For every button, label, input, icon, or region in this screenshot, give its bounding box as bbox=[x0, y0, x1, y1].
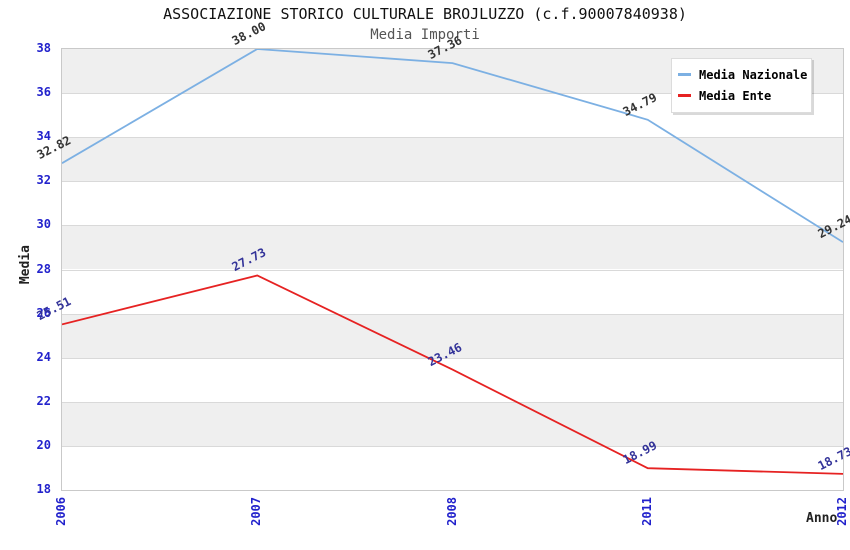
legend-line-icon bbox=[678, 73, 691, 76]
plot-band bbox=[62, 137, 843, 182]
x-tick-label: 2011 bbox=[639, 497, 654, 526]
y-tick-label: 26 bbox=[36, 305, 51, 320]
gridline bbox=[62, 445, 843, 447]
y-tick-label: 38 bbox=[36, 41, 51, 55]
chart-title: ASSOCIAZIONE STORICO CULTURALE BROJLUZZO… bbox=[163, 5, 687, 23]
plot-band bbox=[62, 357, 843, 402]
x-tick-label: 2012 bbox=[835, 497, 849, 526]
legend-item-media-ente: Media Ente bbox=[672, 85, 811, 106]
series-line-media-nazionale bbox=[62, 49, 843, 243]
gridline bbox=[62, 225, 843, 227]
legend-item-label: Media Nazionale bbox=[699, 67, 808, 82]
x-tick-label: 2007 bbox=[249, 497, 264, 526]
gridline bbox=[62, 93, 843, 95]
y-tick-label: 36 bbox=[36, 85, 51, 100]
gridline bbox=[62, 137, 843, 139]
gridline bbox=[62, 269, 843, 271]
y-tick-label: 28 bbox=[36, 261, 51, 276]
plot-band bbox=[62, 401, 843, 446]
legend-item-label: Media Ente bbox=[699, 88, 772, 103]
y-tick-label: 20 bbox=[36, 437, 51, 452]
gridline bbox=[62, 401, 843, 403]
legend: Media Nazionale Media Ente bbox=[671, 58, 812, 113]
chart-subtitle: Media Importi bbox=[370, 27, 480, 43]
plot-band bbox=[62, 445, 843, 490]
plot-band bbox=[62, 225, 843, 270]
gridline bbox=[62, 181, 843, 183]
plot-band bbox=[62, 313, 843, 358]
series-lines bbox=[62, 49, 843, 475]
gridline bbox=[62, 357, 843, 359]
value-label-media-nazionale: 38.00 bbox=[229, 19, 269, 48]
series-line-media-ente bbox=[62, 274, 843, 475]
x-tick-label: 2006 bbox=[54, 497, 68, 526]
y-tick-label: 18 bbox=[36, 482, 51, 496]
legend-line-icon bbox=[678, 94, 691, 97]
y-tick-label: 30 bbox=[36, 217, 51, 232]
plot-area bbox=[61, 48, 844, 491]
y-tick-label: 32 bbox=[36, 173, 51, 188]
y-tick-label: 24 bbox=[36, 349, 51, 364]
legend-item-media-nazionale: Media Nazionale bbox=[672, 64, 811, 85]
y-tick-label: 22 bbox=[36, 393, 51, 408]
x-tick-label: 2008 bbox=[444, 497, 459, 526]
x-axis-title: Anno bbox=[806, 511, 838, 526]
y-tick-label: 34 bbox=[36, 129, 51, 144]
plot-band bbox=[62, 181, 843, 226]
gridline bbox=[62, 313, 843, 315]
